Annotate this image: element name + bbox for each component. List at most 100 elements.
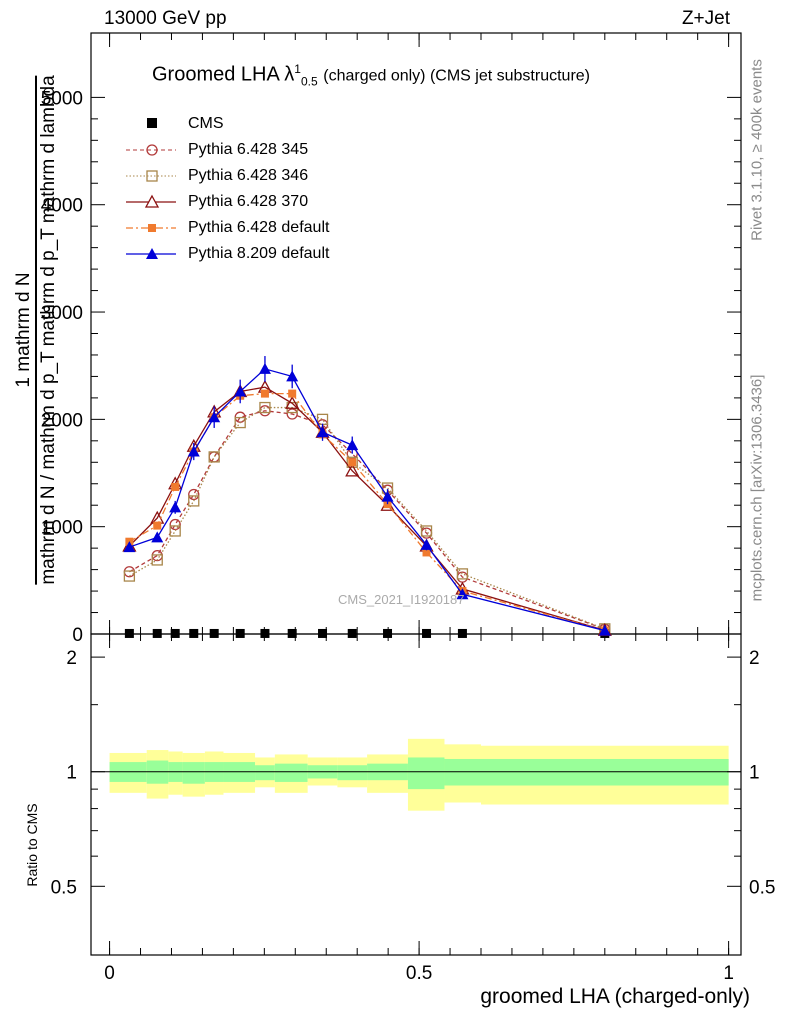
series-line-p346 <box>129 406 606 630</box>
cms-data-point <box>209 628 219 638</box>
marker-p346 <box>188 495 200 507</box>
legend-label-p346: Pythia 6.428 346 <box>188 167 309 184</box>
main-y-tick-label: 4000 <box>41 196 83 217</box>
title-symbol: λ <box>284 63 295 86</box>
ratio-band-inner <box>481 758 729 786</box>
legend-label-p345: Pythia 6.428 345 <box>188 141 309 158</box>
cms-data-point <box>347 628 357 638</box>
series-line-p8def <box>129 368 605 632</box>
mcplots-label: mcplots.cern.ch [arXiv:1306.3436] <box>748 374 766 602</box>
cms-data-point <box>124 628 134 638</box>
marker-p6def <box>260 389 269 398</box>
title-sub: 0.5 <box>300 74 318 89</box>
ratio-band-inner <box>255 765 275 781</box>
x-tick-label: 1 <box>723 963 734 984</box>
main-y-axis-label: 1 mathrm d N mathrm d N / mathrm d p_T m… <box>13 75 59 585</box>
ratio-plot-frame <box>90 633 742 956</box>
title-suffix: (charged only) (CMS jet substructure) <box>323 67 590 85</box>
ratio-band-inner <box>274 763 308 782</box>
marker-p346 <box>420 525 433 537</box>
ratio-band-inner <box>182 762 205 784</box>
energy-label: 13000 GeV pp <box>104 8 227 29</box>
legend-symbol-p6def <box>126 224 176 232</box>
marker-p8def <box>123 541 136 553</box>
y-denominator: mathrm d N / mathrm d p_T mathrm d p_T m… <box>38 75 59 585</box>
x-tick-label: 0.5 <box>406 963 432 984</box>
marker-p8def <box>598 624 611 636</box>
marker-p8def <box>258 362 271 374</box>
cms-data-point <box>152 628 162 638</box>
marker-p6def <box>171 482 180 491</box>
y-fraction-line <box>35 75 37 585</box>
marker-p345 <box>208 451 220 463</box>
ratio-band-inner <box>407 757 445 790</box>
marker-p345 <box>286 408 298 420</box>
y-numerator: mathrm d N <box>13 272 34 372</box>
legend-label-p370: Pythia 6.428 370 <box>188 193 309 210</box>
ratio-y-tick-label: 2 <box>66 648 77 669</box>
main-y-tick-label: 5000 <box>41 88 83 109</box>
y-numerator-one: 1 <box>13 376 34 388</box>
marker-p6def <box>348 458 357 467</box>
marker-p8def <box>208 411 221 423</box>
ratio-y-tick-label-right: 0.5 <box>749 877 775 898</box>
marker-p346 <box>346 456 358 468</box>
legend-label-cms: CMS <box>188 115 224 132</box>
marker-p346 <box>259 401 271 414</box>
marker-p346 <box>456 568 469 580</box>
marker-p8def <box>234 385 247 397</box>
marker-p6def <box>422 548 431 557</box>
cms-data-point <box>457 628 467 638</box>
marker-p8def <box>316 426 329 438</box>
ratio-y-tick-label-right: 1 <box>749 763 760 784</box>
ratio-y-tick-label-right: 2 <box>749 648 760 669</box>
marker-p8def <box>169 501 182 513</box>
main-y-tick-label: 2000 <box>41 410 83 431</box>
series-line-p345 <box>129 410 606 630</box>
process-label: Z+Jet <box>681 8 730 29</box>
legend-label-p6def: Pythia 6.428 default <box>188 219 330 236</box>
x-axis-label: groomed LHA (charged-only) <box>480 985 750 1008</box>
marker-p8def <box>286 370 299 382</box>
series-line-p370 <box>128 386 605 631</box>
main-y-tick-label: 3000 <box>41 303 83 324</box>
legend-symbol-p345 <box>126 144 176 156</box>
cms-data-point <box>422 628 432 638</box>
title-main: Groomed LHA <box>152 63 279 86</box>
marker-p346 <box>169 525 181 537</box>
marker-p345 <box>169 518 181 531</box>
ratio-band-inner <box>337 765 368 781</box>
cms-data-point <box>260 628 270 638</box>
plot-title: Groomed LHA λ10.5 (charged only) (CMS je… <box>152 62 590 89</box>
main-y-tick-label: 0 <box>72 625 83 646</box>
marker-p8def <box>346 439 359 451</box>
marker-p346 <box>151 554 163 566</box>
cms-data-point <box>189 628 199 638</box>
marker-p346 <box>234 416 246 429</box>
legend-symbol-p370 <box>126 194 176 208</box>
legend-symbol-p8def <box>126 248 176 259</box>
marker-p370 <box>285 395 300 409</box>
analysis-watermark: CMS_2021_I1920187 <box>338 592 465 607</box>
cms-data-point <box>318 628 328 638</box>
x-tick-label: 0 <box>104 963 115 984</box>
marker-p6def <box>288 389 297 398</box>
cms-data-point <box>170 628 180 638</box>
marker-p8def <box>187 445 200 457</box>
cms-data-point <box>383 628 393 638</box>
ratio-band-inner <box>444 758 481 786</box>
main-y-tick-label: 1000 <box>41 518 83 539</box>
rivet-version-label: Rivet 3.1.10, ≥ 400k events <box>748 59 766 241</box>
ratio-y-tick-label: 1 <box>66 763 77 784</box>
ratio-y-axis-label: Ratio to CMS <box>24 803 40 887</box>
title-sup: 1 <box>294 62 301 76</box>
marker-p346 <box>208 451 220 463</box>
cms-data-point <box>235 628 245 638</box>
marker-p370 <box>345 463 360 477</box>
marker-p8def <box>420 538 433 550</box>
marker-p6def <box>153 521 162 530</box>
marker-p8def <box>381 490 394 502</box>
series-line-p6def <box>129 392 605 632</box>
marker-p8def <box>151 531 164 543</box>
